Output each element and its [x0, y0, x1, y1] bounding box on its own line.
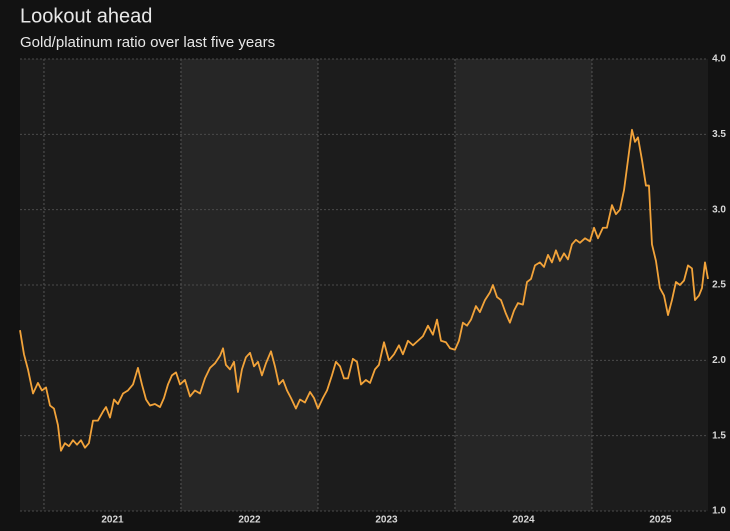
- x-tick-label: 2025: [649, 515, 672, 526]
- x-tick-label: 2023: [375, 515, 398, 526]
- x-tick-label: 2022: [238, 515, 261, 526]
- chart-subtitle: Gold/platinum ratio over last five years: [20, 34, 275, 51]
- chart-title: Lookout ahead: [20, 5, 152, 27]
- y-tick-label: 3.5: [712, 129, 726, 140]
- y-tick-label: 2.0: [712, 355, 726, 366]
- y-tick-label: 1.5: [712, 430, 726, 441]
- y-tick-label: 2.5: [712, 280, 726, 291]
- y-tick-label: 4.0: [712, 54, 726, 65]
- y-tick-label: 3.0: [712, 204, 726, 215]
- x-tick-label: 2024: [512, 515, 535, 526]
- y-tick-label: 1.0: [712, 506, 726, 517]
- year-band: [454, 59, 592, 511]
- x-tick-label: 2021: [101, 515, 124, 526]
- data-line: [19, 128, 709, 452]
